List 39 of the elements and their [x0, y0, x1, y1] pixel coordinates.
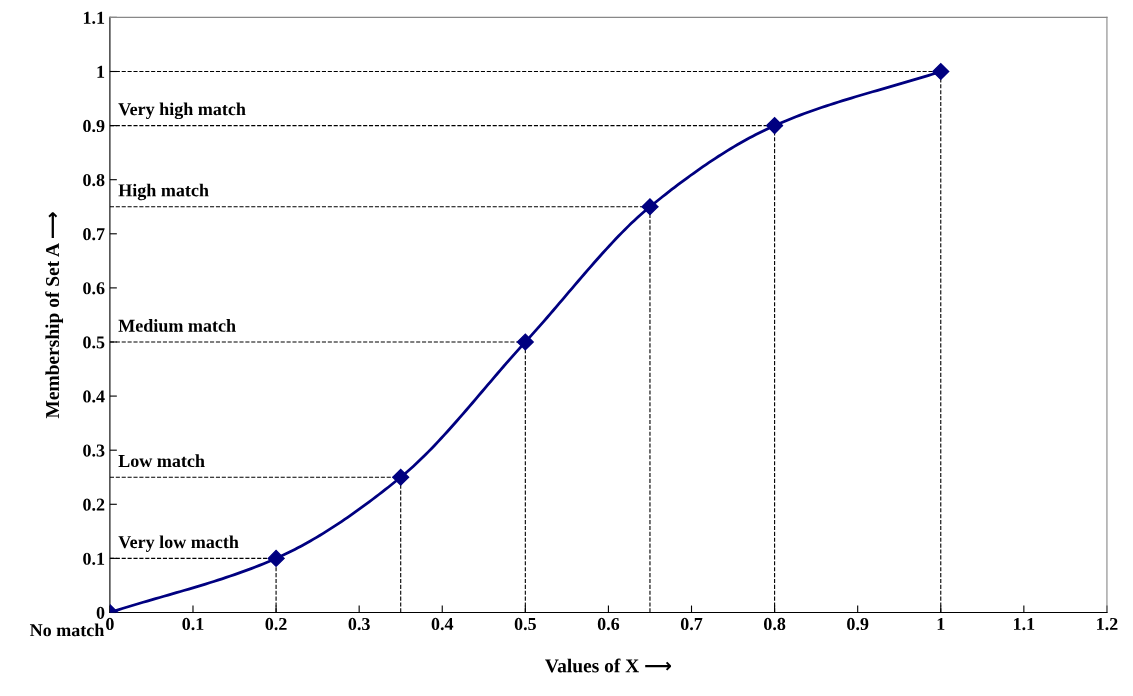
y-tick-label: 0.3: [83, 444, 105, 457]
annotation: No match: [29, 623, 105, 637]
ref-line-label: Very high match: [118, 102, 246, 120]
x-tick-label: 0.5: [514, 617, 536, 631]
y-tick-label: 1.1: [83, 11, 105, 24]
point: [516, 333, 534, 351]
y-tick-label: 0: [96, 606, 105, 619]
ref-line-label: Medium match: [118, 319, 236, 332]
point: [766, 117, 784, 135]
x-tick-label: 1.1: [1014, 617, 1035, 631]
point: [392, 468, 410, 486]
y-tick-label: 0.7: [83, 228, 105, 241]
x-axis-title: Values of X ⟶: [545, 658, 672, 673]
y-tick-label: 1: [97, 65, 105, 78]
y-tick-label: 0.9: [83, 119, 105, 133]
y-tick-label: 0.1: [83, 552, 105, 565]
y-axis-title: Membership of Set A ⟶: [45, 212, 64, 419]
x-tick-label: 0.7: [680, 617, 703, 631]
x-tick-label: 0.8: [764, 617, 786, 631]
y-tick-label: 0.4: [83, 390, 105, 403]
y-tick-label: 0.5: [83, 336, 105, 349]
x-tick-label: 0.9: [847, 617, 869, 631]
x-tick-label: 0: [106, 617, 114, 631]
y-tick-label: 0.2: [83, 498, 105, 511]
y-tick-label: 0.6: [83, 282, 105, 295]
ref-line-label: High match: [118, 183, 209, 201]
x-tick-label: 0.2: [265, 617, 287, 631]
x-tick-label: 1: [937, 617, 945, 630]
point: [267, 549, 285, 567]
ref-line-label: Very low macth: [118, 535, 239, 552]
x-tick-label: 1.2: [1097, 617, 1118, 631]
point: [932, 62, 950, 81]
x-tick-label: 0.1: [182, 617, 204, 631]
ref-line-label: Low match: [118, 454, 205, 468]
x-tick-label: 0.4: [431, 617, 454, 631]
x-tick-label: 0.6: [597, 617, 620, 631]
x-tick-label: 0.3: [348, 617, 370, 631]
point: [641, 198, 659, 216]
y-tick-label: 0.8: [83, 173, 105, 187]
